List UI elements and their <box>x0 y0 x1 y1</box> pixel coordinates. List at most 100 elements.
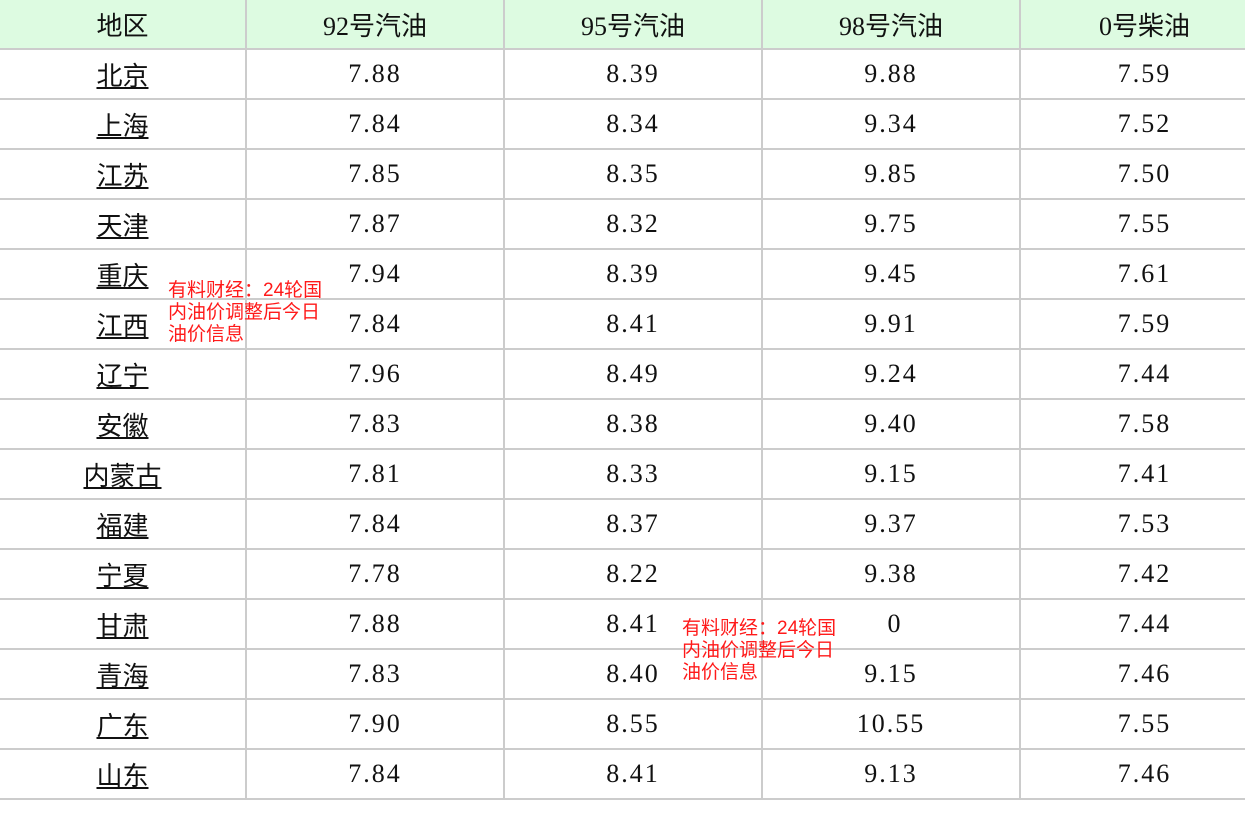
price-p98: 9.85 <box>761 148 1021 200</box>
price-p92: 7.87 <box>245 198 505 250</box>
header-92: 92号汽油 <box>245 0 505 50</box>
header-region: 地区 <box>0 0 247 50</box>
table-row: 山东 7.84 8.41 9.13 7.46 <box>0 748 1245 800</box>
price-p92: 7.84 <box>245 298 505 350</box>
table-row: 甘肃 7.88 8.41 0 7.44 <box>0 598 1245 650</box>
region-link[interactable]: 甘肃 <box>96 611 149 641</box>
table-row: 北京 7.88 8.39 9.88 7.59 <box>0 48 1245 100</box>
price-p92: 7.84 <box>245 98 505 150</box>
table-row: 天津 7.87 8.32 9.75 7.55 <box>0 198 1245 250</box>
region-link[interactable]: 辽宁 <box>96 361 149 391</box>
price-p0: 7.59 <box>1019 48 1245 100</box>
price-p92: 7.81 <box>245 448 505 500</box>
region-cell: 安徽 <box>0 398 247 450</box>
price-p0: 7.53 <box>1019 498 1245 550</box>
region-cell: 江西 <box>0 298 247 350</box>
region-cell: 山东 <box>0 748 247 800</box>
region-link[interactable]: 内蒙古 <box>83 461 162 491</box>
price-p98: 9.37 <box>761 498 1021 550</box>
price-p98: 9.45 <box>761 248 1021 300</box>
region-link[interactable]: 重庆 <box>96 261 149 291</box>
region-cell: 福建 <box>0 498 247 550</box>
region-cell: 天津 <box>0 198 247 250</box>
price-p98: 9.88 <box>761 48 1021 100</box>
price-p0: 7.55 <box>1019 698 1245 750</box>
region-link[interactable]: 北京 <box>96 61 149 91</box>
region-cell: 上海 <box>0 98 247 150</box>
price-p95: 8.37 <box>503 498 763 550</box>
region-cell: 辽宁 <box>0 348 247 400</box>
header-95: 95号汽油 <box>503 0 763 50</box>
table-row: 辽宁 7.96 8.49 9.24 7.44 <box>0 348 1245 400</box>
table-row: 江苏 7.85 8.35 9.85 7.50 <box>0 148 1245 200</box>
table-row: 安徽 7.83 8.38 9.40 7.58 <box>0 398 1245 450</box>
price-p0: 7.61 <box>1019 248 1245 300</box>
price-p0: 7.59 <box>1019 298 1245 350</box>
price-p0: 7.44 <box>1019 598 1245 650</box>
price-p92: 7.84 <box>245 748 505 800</box>
region-cell: 甘肃 <box>0 598 247 650</box>
region-cell: 青海 <box>0 648 247 700</box>
price-p95: 8.49 <box>503 348 763 400</box>
region-link[interactable]: 江苏 <box>96 161 149 191</box>
price-p95: 8.33 <box>503 448 763 500</box>
price-p98: 9.75 <box>761 198 1021 250</box>
table-row: 内蒙古 7.81 8.33 9.15 7.41 <box>0 448 1245 500</box>
region-cell: 内蒙古 <box>0 448 247 500</box>
region-cell: 宁夏 <box>0 548 247 600</box>
table-row: 青海 7.83 8.40 9.15 7.46 <box>0 648 1245 700</box>
header-0-diesel: 0号柴油 <box>1019 0 1245 50</box>
price-p95: 8.35 <box>503 148 763 200</box>
region-link[interactable]: 广东 <box>96 711 149 741</box>
price-p0: 7.46 <box>1019 748 1245 800</box>
region-link[interactable]: 上海 <box>96 111 149 141</box>
price-p95: 8.38 <box>503 398 763 450</box>
price-p92: 7.78 <box>245 548 505 600</box>
region-link[interactable]: 宁夏 <box>96 561 149 591</box>
table-row: 宁夏 7.78 8.22 9.38 7.42 <box>0 548 1245 600</box>
price-p0: 7.50 <box>1019 148 1245 200</box>
region-link[interactable]: 安徽 <box>96 411 149 441</box>
region-link[interactable]: 天津 <box>96 211 149 241</box>
region-link[interactable]: 山东 <box>96 761 149 791</box>
price-p98: 9.40 <box>761 398 1021 450</box>
price-p0: 7.42 <box>1019 548 1245 600</box>
price-p92: 7.96 <box>245 348 505 400</box>
price-p0: 7.55 <box>1019 198 1245 250</box>
price-p98: 9.15 <box>761 648 1021 700</box>
price-p95: 8.41 <box>503 298 763 350</box>
price-p95: 8.32 <box>503 198 763 250</box>
price-p95: 8.39 <box>503 48 763 100</box>
price-p95: 8.39 <box>503 248 763 300</box>
region-link[interactable]: 福建 <box>96 511 149 541</box>
table-row: 重庆 7.94 8.39 9.45 7.61 <box>0 248 1245 300</box>
price-p95: 8.22 <box>503 548 763 600</box>
price-p95: 8.41 <box>503 598 763 650</box>
price-p98: 9.24 <box>761 348 1021 400</box>
price-p92: 7.85 <box>245 148 505 200</box>
table-row: 广东 7.90 8.55 10.55 7.55 <box>0 698 1245 750</box>
region-link[interactable]: 江西 <box>96 311 149 341</box>
region-link[interactable]: 青海 <box>96 661 149 691</box>
price-p92: 7.84 <box>245 498 505 550</box>
price-p95: 8.34 <box>503 98 763 150</box>
price-p0: 7.41 <box>1019 448 1245 500</box>
table-row: 上海 7.84 8.34 9.34 7.52 <box>0 98 1245 150</box>
region-cell: 重庆 <box>0 248 247 300</box>
region-cell: 广东 <box>0 698 247 750</box>
price-p92: 7.88 <box>245 598 505 650</box>
price-p98: 9.15 <box>761 448 1021 500</box>
table-row: 江西 7.84 8.41 9.91 7.59 <box>0 298 1245 350</box>
table-row: 福建 7.84 8.37 9.37 7.53 <box>0 498 1245 550</box>
price-p95: 8.41 <box>503 748 763 800</box>
price-p0: 7.44 <box>1019 348 1245 400</box>
price-p98: 9.38 <box>761 548 1021 600</box>
oil-price-table: 地区 92号汽油 95号汽油 98号汽油 0号柴油 北京 7.88 8.39 9.88… <box>0 0 1245 800</box>
region-cell: 北京 <box>0 48 247 100</box>
price-p95: 8.40 <box>503 648 763 700</box>
price-p92: 7.83 <box>245 648 505 700</box>
price-p92: 7.83 <box>245 398 505 450</box>
price-p0: 7.52 <box>1019 98 1245 150</box>
price-p98: 10.55 <box>761 698 1021 750</box>
price-p92: 7.88 <box>245 48 505 100</box>
